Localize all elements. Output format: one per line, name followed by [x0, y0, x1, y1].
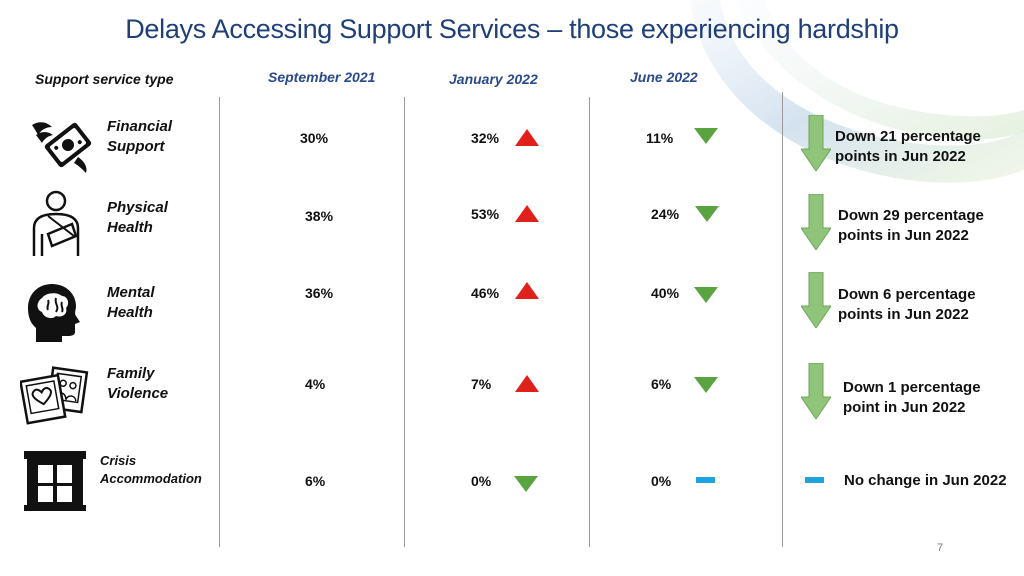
trend-down-icon [694, 287, 718, 303]
change-note-mental: Down 6 percentage points in Jun 2022 [838, 286, 976, 323]
value-sep2021-physical: 38% [305, 208, 334, 224]
family-photos-icon [20, 366, 89, 425]
value-sep2021-crisis: 6% [305, 473, 326, 489]
page-title: Delays Accessing Support Services – thos… [125, 14, 899, 44]
down-arrow-icon [801, 194, 831, 250]
trend-down-icon [695, 206, 719, 222]
trend-down-icon [514, 476, 538, 492]
value-jun2022-mental: 40% [651, 285, 680, 301]
trend-up-icon [515, 282, 539, 299]
trend-down-icon [694, 128, 718, 144]
value-sep2021-financial: 30% [300, 130, 329, 146]
header-september-2021: September 2021 [268, 69, 376, 85]
change-note-crisis: No change in Jun 2022 [844, 472, 1007, 489]
page-number: 7 [937, 542, 944, 554]
value-jun2022-physical: 24% [651, 206, 680, 222]
no-change-icon [805, 477, 824, 483]
change-note-financial: Down 21 percentage points in Jun 2022 [835, 128, 981, 165]
row-label-mental-health: Mental Health [107, 284, 155, 321]
value-jan2022-mental: 46% [471, 285, 500, 301]
row-label-family-violence: Family Violence [107, 365, 169, 402]
trend-up-icon [515, 129, 539, 146]
row-label-financial-support: Financial Support [107, 118, 173, 155]
arm-sling-icon [32, 190, 80, 256]
trend-up-icon [515, 375, 539, 392]
row-label-crisis-accommodation: Crisis Accommodation [100, 453, 202, 486]
trend-flat-icon [696, 477, 715, 483]
value-jan2022-crisis: 0% [471, 473, 492, 489]
change-note-physical: Down 29 percentage points in Jun 2022 [838, 207, 984, 244]
value-sep2021-family: 4% [305, 376, 326, 392]
value-jan2022-family: 7% [471, 376, 492, 392]
trend-down-icon [694, 377, 718, 393]
down-arrow-icon [801, 272, 831, 328]
change-note-family: Down 1 percentage point in Jun 2022 [843, 379, 981, 416]
window-curtains-icon [24, 451, 86, 511]
row-label-physical-health: Physical Health [107, 199, 168, 236]
head-brain-icon [28, 284, 80, 342]
down-arrow-icon [801, 115, 831, 171]
column-divider [404, 97, 405, 547]
header-january-2022: January 2022 [449, 71, 538, 87]
header-service-type: Support service type [35, 71, 174, 87]
column-divider [589, 97, 590, 547]
value-jan2022-physical: 53% [471, 206, 500, 222]
value-jun2022-financial: 11% [646, 130, 674, 146]
down-arrow-icon [801, 363, 831, 419]
header-june-2022: June 2022 [630, 69, 698, 85]
value-sep2021-mental: 36% [305, 285, 334, 301]
column-divider [782, 92, 783, 547]
value-jun2022-family: 6% [651, 376, 672, 392]
value-jun2022-crisis: 0% [651, 473, 672, 489]
money-wings-icon [32, 122, 92, 173]
trend-up-icon [515, 205, 539, 222]
column-divider [219, 97, 220, 547]
value-jan2022-financial: 32% [471, 130, 500, 146]
